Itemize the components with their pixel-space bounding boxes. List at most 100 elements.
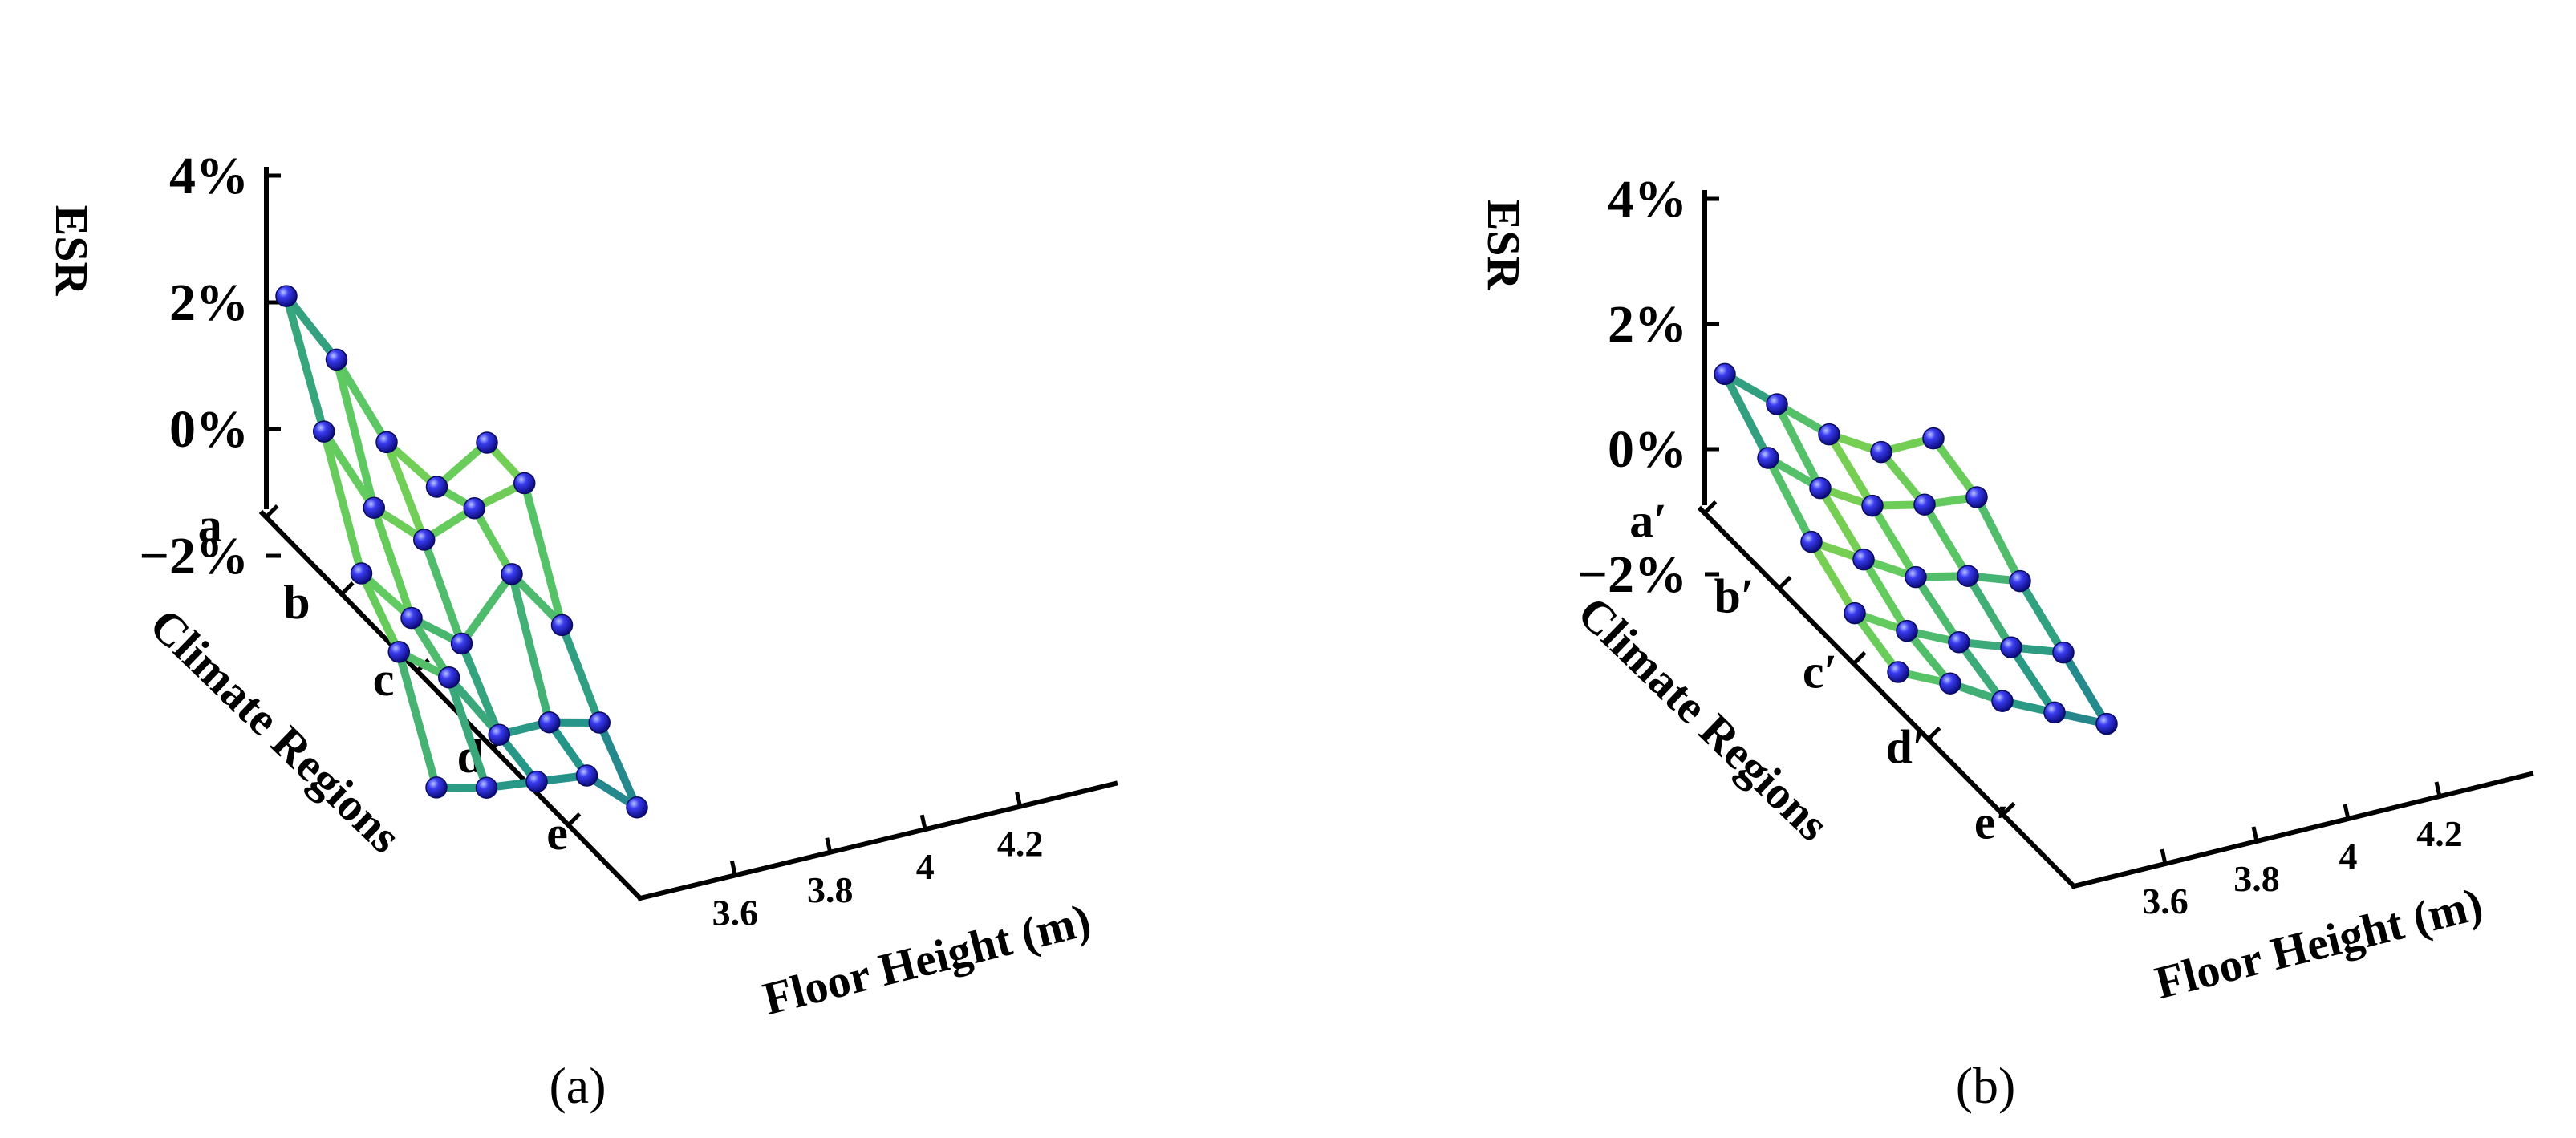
panel-a-data-point xyxy=(363,496,385,519)
panel-b-grid-segment xyxy=(1877,448,1929,509)
panel-a-data-point xyxy=(438,666,460,689)
panel-b-data-point xyxy=(1905,565,1927,589)
panel-b-grid-segment xyxy=(1973,493,2024,585)
panel-a-y-tick xyxy=(340,581,355,596)
panel-b-y-tick-label: c′ xyxy=(1803,646,1838,699)
panel-a-data-point xyxy=(350,562,373,585)
panel-b-y-tick xyxy=(1777,575,1792,590)
panel-b-data-point xyxy=(1809,476,1832,500)
panel-b-data-point xyxy=(1922,427,1945,450)
panel-a-x-tick-label: 3.6 xyxy=(712,892,759,933)
panel-b-x-tick xyxy=(2160,848,2168,865)
panel-b-grid-segment xyxy=(1764,454,1815,546)
panel-b-z-tick-label: 0% xyxy=(1608,420,1687,479)
panel-b-grid-segment xyxy=(1868,501,1920,581)
panel-a-grid-segment xyxy=(332,355,391,447)
panel-a-data-point xyxy=(375,431,398,454)
panel-a-data-point xyxy=(476,431,498,454)
panel-a-x-tick-label: 3.8 xyxy=(807,869,854,910)
panel-a-grid-segment xyxy=(408,614,453,682)
panel-b-x-tick xyxy=(2343,804,2351,820)
panel-a-label: (a) xyxy=(549,1057,606,1114)
panel-b-data-point xyxy=(1818,423,1840,446)
panel-b-z-tick-label: −2% xyxy=(1577,545,1687,604)
panel-a-y-tick-label: c xyxy=(373,653,395,706)
panel-a-grid-segment xyxy=(457,569,516,648)
panel-b-data-point xyxy=(1913,493,1936,516)
panel-b-data-point xyxy=(1965,486,1988,508)
panel-b-grid-segment xyxy=(1964,572,2015,652)
panel-a-z-tick-label: 2% xyxy=(169,273,249,332)
panel-b-data-point xyxy=(1939,672,1961,695)
panel-a-data-point xyxy=(588,711,611,734)
panel-b-y-axis xyxy=(1697,505,2078,890)
panel-b-data-point xyxy=(1991,690,2014,712)
panel-a-grid-segment xyxy=(558,621,604,727)
panel-b-zlabel: ESR xyxy=(1478,200,1530,291)
panel-a-grid-segment xyxy=(357,569,416,622)
panel-a-grid-segment xyxy=(395,647,440,792)
panel-a-grid-segment xyxy=(520,479,566,630)
panel-b-data-point xyxy=(1887,661,1909,683)
panel-b-data-point xyxy=(1714,362,1736,386)
panel-b: 4% 2% 0% −2%a′ b′ c′ d′ e′ 3.6 3.8 4 4.2 ESR Climat… xyxy=(1478,170,2534,1114)
panel-a-z-tick-label: 4% xyxy=(169,147,249,205)
panel-b-grid-segment xyxy=(2059,648,2111,728)
panel-a-data-point xyxy=(513,472,536,495)
panel-b-data-point xyxy=(1861,494,1884,517)
panel-a-grid-segment xyxy=(383,438,441,491)
panel-a-x-axis xyxy=(637,780,1118,901)
panel-a-y-tick xyxy=(264,504,279,519)
panel-a-data-point xyxy=(575,764,598,787)
panel-a-grid-segment xyxy=(432,439,491,491)
panel-b-data-point xyxy=(1766,393,1788,415)
panel-a-grid-segment xyxy=(282,292,328,436)
panel-a-xlabel: Floor Height (m) xyxy=(758,893,1096,1025)
panel-a-grid-segment xyxy=(508,569,566,630)
panel-b-z-tick-label: 2% xyxy=(1608,295,1687,354)
panel-b-data-point xyxy=(1800,530,1823,553)
panel-a-grid-segment xyxy=(457,639,504,739)
panel-b-x-tick-label: 4 xyxy=(2339,836,2358,877)
panel-b-label: (b) xyxy=(1956,1057,2016,1114)
panel-b-grid-segment xyxy=(1721,370,1772,462)
panel-b-grid-segment xyxy=(1903,626,1954,688)
panel-a-grid-segment xyxy=(332,355,379,512)
panel-b-grid-segment xyxy=(1955,638,2006,706)
panel-b-x-tick xyxy=(2434,781,2442,797)
panel-a-x-tick xyxy=(919,814,927,830)
panel-a-data-point xyxy=(313,420,335,443)
panel-b-grid-segment xyxy=(1860,555,1911,635)
panel-b-y-tick-label: d′ xyxy=(1886,721,1926,774)
panel-a-grid-segment xyxy=(444,673,491,792)
panel-a-data-point xyxy=(475,776,498,799)
panel-a-y-tick-label: e xyxy=(546,807,568,860)
panel-a-x-tick-label: 4 xyxy=(916,846,935,887)
panel-b-grid-segment xyxy=(2007,643,2059,717)
panel-a-grid-segment xyxy=(595,719,641,812)
panel-a-grid-segment xyxy=(420,536,466,648)
panel-a-grid-segment xyxy=(319,427,379,512)
panel-a-grid-segment xyxy=(319,427,366,577)
panel-b-data-point xyxy=(1948,631,1970,654)
panel-b-grid-segment xyxy=(1912,573,1963,646)
panel-a-grid-segment xyxy=(282,292,341,364)
panel-b-x-tick-label: 3.8 xyxy=(2233,858,2280,899)
panel-b-data-point xyxy=(2043,701,2066,724)
panel-b-data-point xyxy=(2009,569,2031,593)
panel-b-data-point xyxy=(2000,636,2022,658)
panel-a-x-tick xyxy=(825,837,833,853)
panel-b-data-point xyxy=(1896,619,1918,642)
panel-b-points xyxy=(1714,362,2118,735)
panel-b-x-tick-label: 4.2 xyxy=(2416,813,2463,854)
panel-a-data-point xyxy=(275,285,298,307)
panel-a-grid-segment xyxy=(357,569,404,656)
panel-a-data-point xyxy=(400,606,423,630)
panel-a-grid-segment xyxy=(370,504,416,622)
panel-b-y-tick xyxy=(1852,650,1867,666)
panel-b-y-tick-label: b′ xyxy=(1714,570,1755,623)
panel-a-x-tick-label: 4.2 xyxy=(997,824,1044,865)
panel-a-data-point xyxy=(525,770,548,793)
panel-a-z-tick-label: −2% xyxy=(139,527,249,585)
